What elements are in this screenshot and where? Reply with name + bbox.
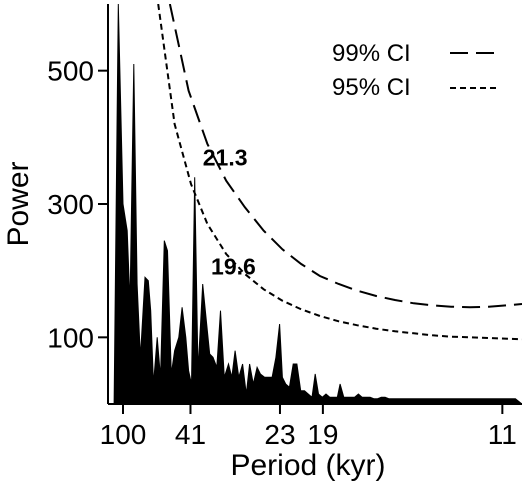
annotation-peak-19-6: 19.6 [211,254,256,280]
legend-label-99: 99% CI [332,40,411,67]
x-tick-label: 19 [307,419,338,450]
power-spectrum-area [113,4,522,404]
y-axis-label: Power [2,161,35,246]
ci-95-line [157,4,522,341]
legend-label-95: 95% CI [332,74,411,101]
annotation-peak-21-3: 21.3 [203,144,248,170]
ci-99-line [168,4,522,309]
x-axis-label: Period (kyr) [230,449,385,482]
x-tick-label: 100 [100,419,147,450]
y-tick-label: 300 [47,189,94,220]
x-tick-label: 11 [488,419,517,450]
y-ticks: 100 300 500 [47,56,108,353]
x-tick-label: 23 [264,419,295,450]
plot-area [113,4,522,404]
x-tick-label: 41 [175,419,206,450]
y-tick-label: 100 [47,322,94,353]
x-ticks: 100 41 23 19 11 [100,404,517,450]
y-tick-label: 500 [47,56,94,87]
legend: 99% CI 95% CI [332,40,500,101]
